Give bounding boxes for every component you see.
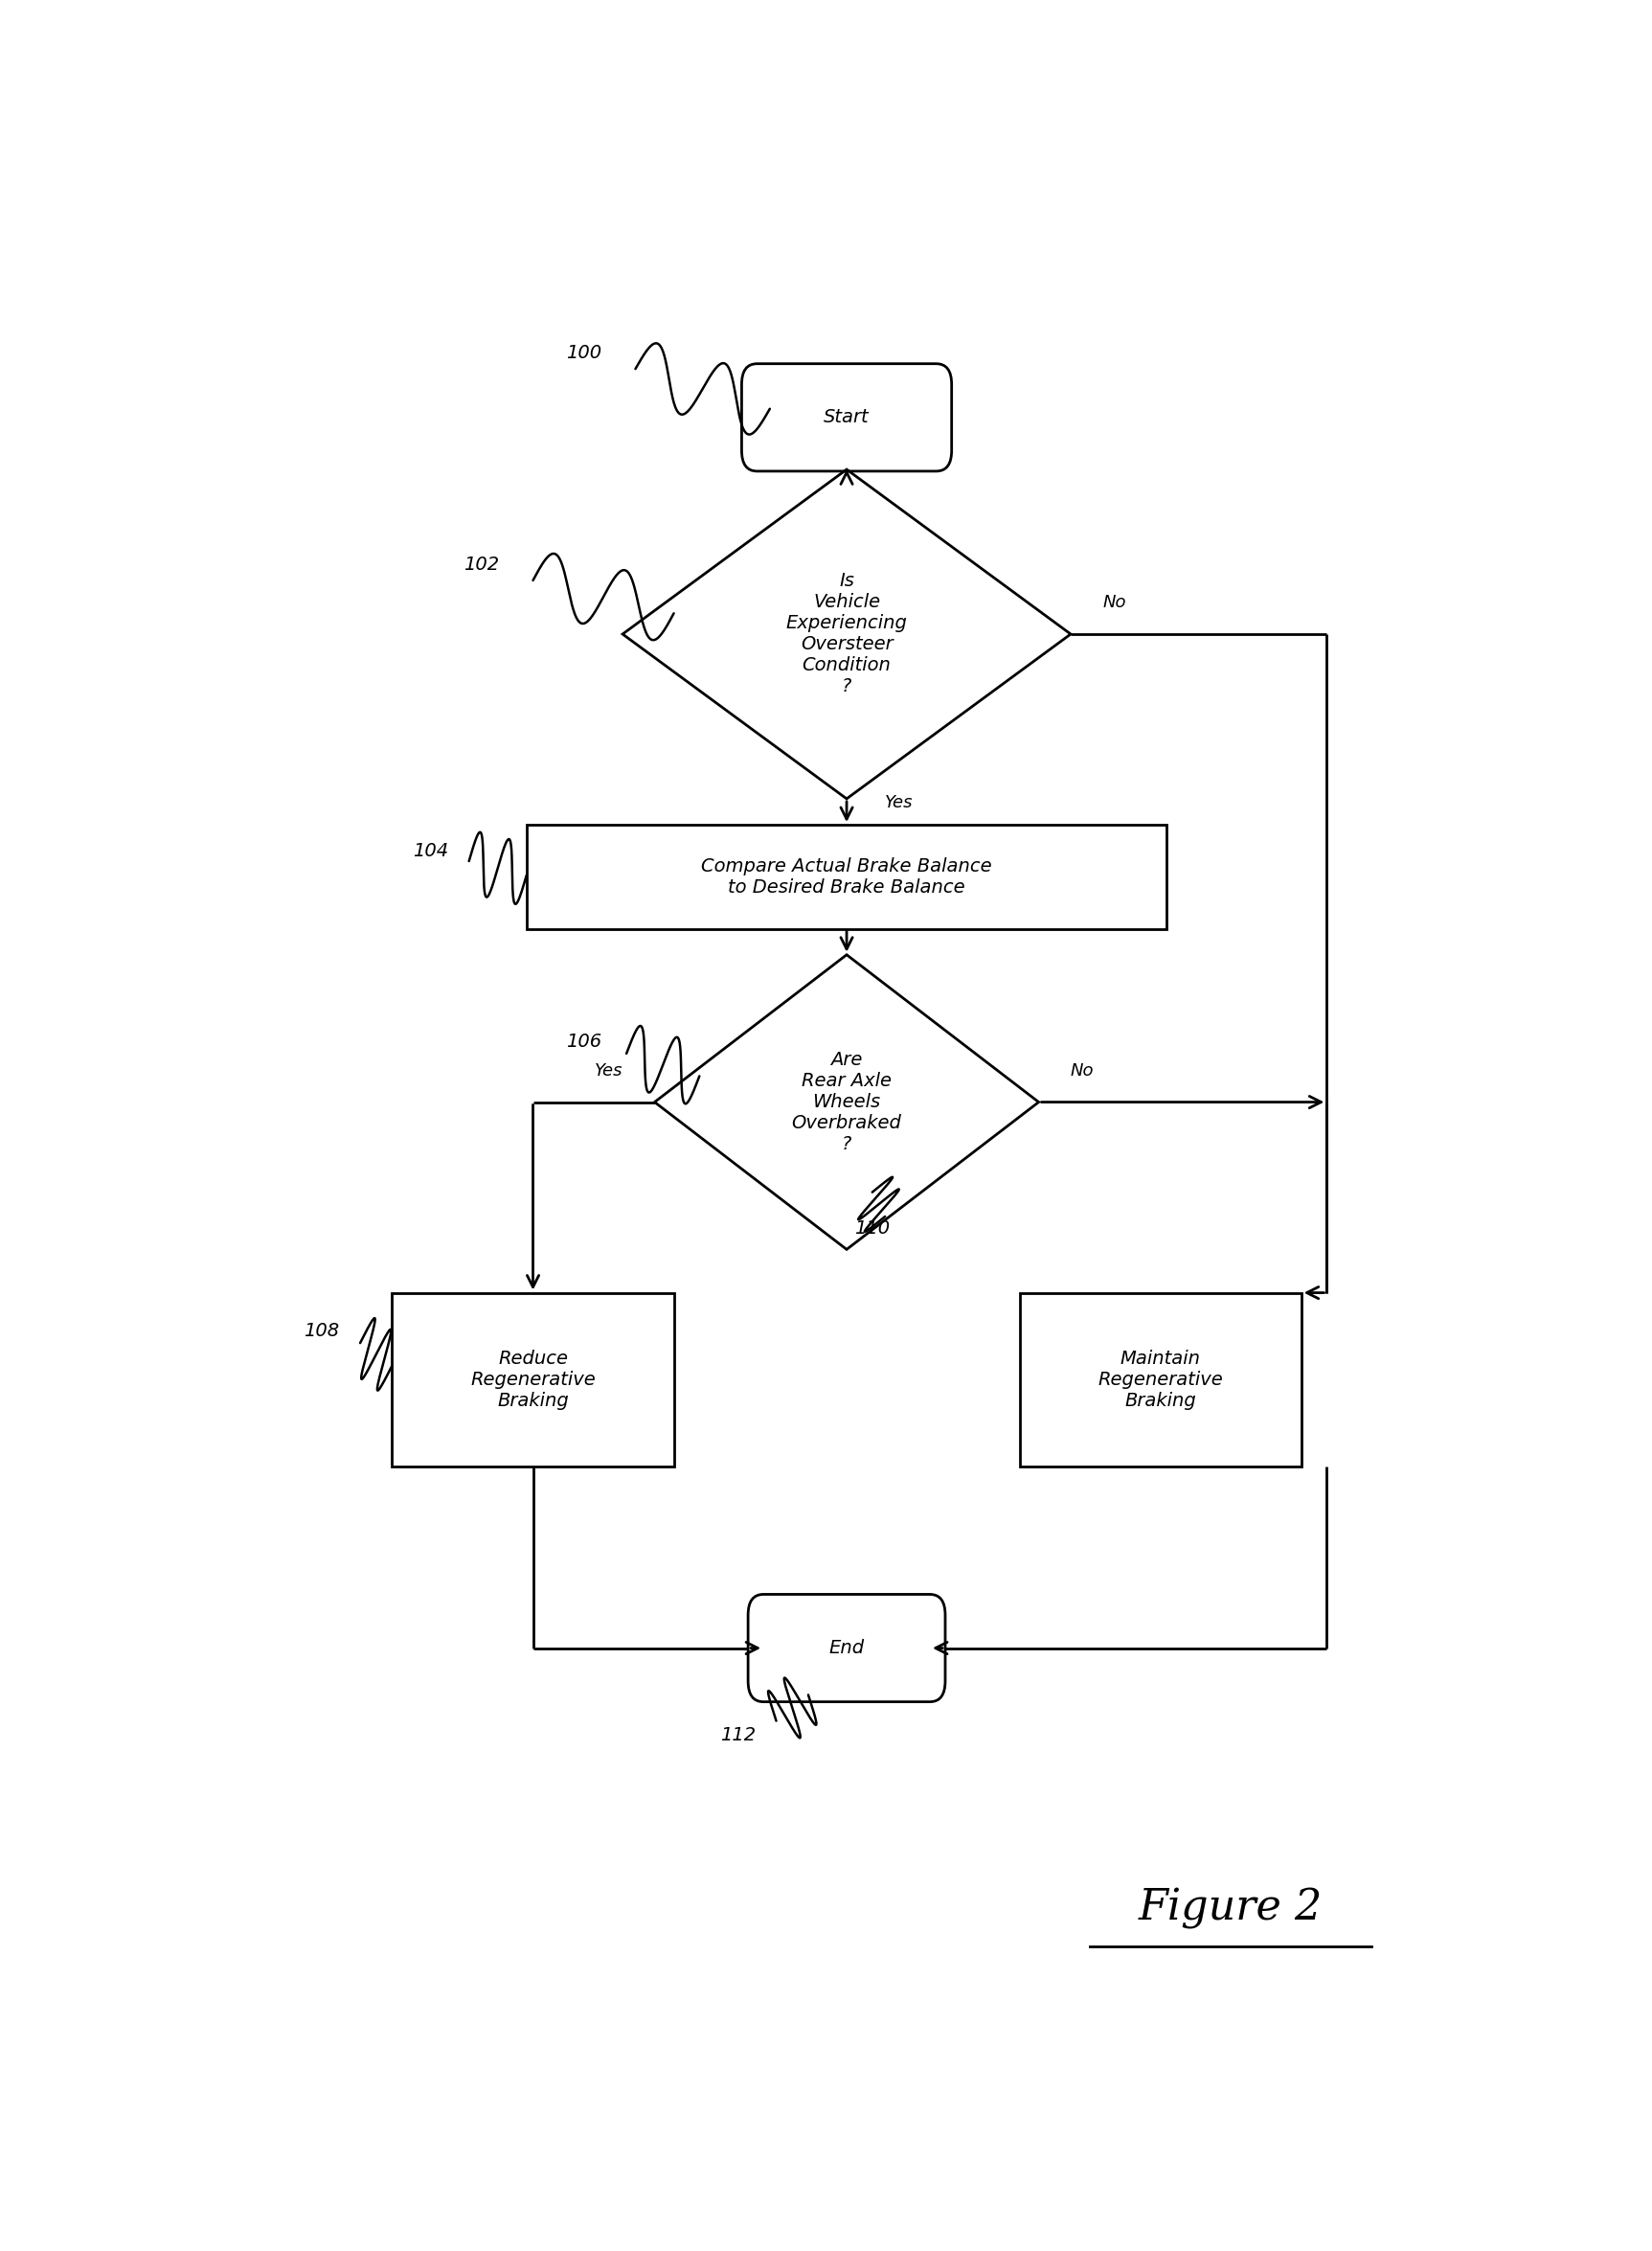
Text: Start: Start [824,407,869,425]
Text: Yes: Yes [885,795,914,813]
Text: End: End [829,1639,864,1657]
Text: 108: 108 [304,1321,340,1339]
Text: 112: 112 [720,1727,755,1745]
Text: No: No [1104,594,1127,612]
Text: Maintain
Regenerative
Braking: Maintain Regenerative Braking [1097,1348,1222,1409]
Text: Is
Vehicle
Experiencing
Oversteer
Condition
?: Is Vehicle Experiencing Oversteer Condit… [786,572,907,696]
Text: 102: 102 [464,556,499,574]
Text: 104: 104 [413,842,448,860]
Text: Reduce
Regenerative
Braking: Reduce Regenerative Braking [471,1348,596,1409]
Text: No: No [1070,1062,1094,1080]
Text: 100: 100 [567,344,601,362]
Text: Yes: Yes [595,1062,623,1080]
Text: Are
Rear Axle
Wheels
Overbraked
?: Are Rear Axle Wheels Overbraked ? [791,1051,902,1153]
Text: 106: 106 [567,1033,601,1051]
Text: Figure 2: Figure 2 [1138,1886,1323,1929]
Text: Compare Actual Brake Balance
to Desired Brake Balance: Compare Actual Brake Balance to Desired … [700,858,993,896]
Text: 110: 110 [854,1220,890,1238]
